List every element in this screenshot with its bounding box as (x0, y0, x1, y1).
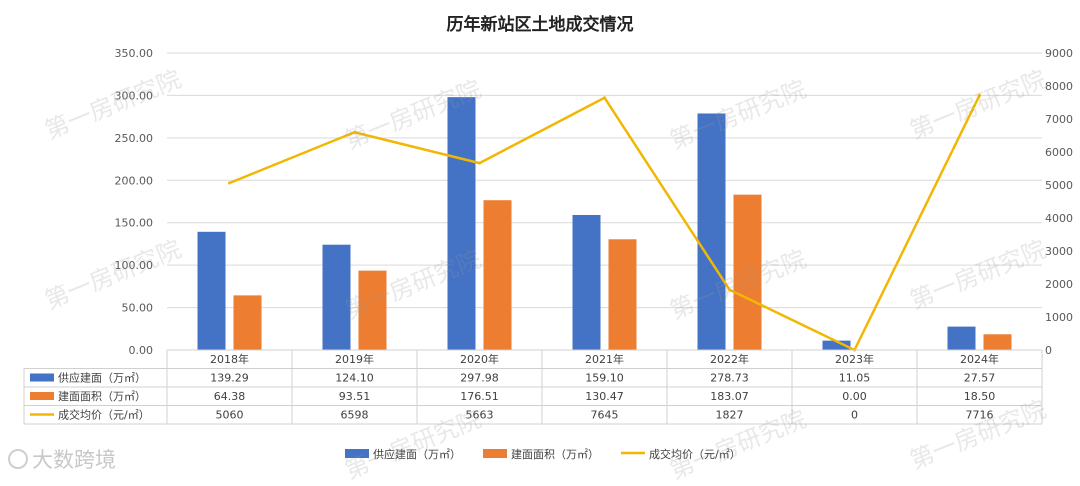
line-point (603, 96, 606, 100)
legend-key (483, 449, 507, 458)
line-point (728, 288, 731, 292)
bar-supply (447, 97, 476, 350)
bar-supply (322, 244, 351, 350)
y-right-tick-label: 6000 (1045, 146, 1073, 159)
y-right-tick-label: 3000 (1045, 245, 1073, 258)
x-category-label: 2021年 (585, 352, 624, 366)
table-value: 124.10 (335, 372, 374, 385)
brand-text: 大数跨境 (32, 448, 116, 472)
table-value: 278.73 (710, 372, 749, 385)
legend-label: 供应建面（万㎡） (373, 447, 461, 461)
y-left-tick-label: 200.00 (115, 174, 154, 187)
table-value: 0 (851, 409, 858, 422)
y-left-tick-label: 100.00 (115, 259, 154, 272)
bar-area (983, 334, 1012, 350)
x-category-label: 2019年 (335, 352, 374, 366)
bar-supply (197, 231, 226, 350)
bar-supply (822, 340, 851, 350)
y-right-tick-label: 0 (1045, 344, 1052, 357)
table-legend-key (30, 373, 54, 382)
bar-supply (947, 326, 976, 350)
y-left-tick-label: 0.00 (129, 344, 154, 357)
x-category-label: 2024年 (960, 352, 999, 366)
table-series-name: 成交均价（元/㎡） (58, 408, 150, 422)
table-value: 297.98 (460, 372, 499, 385)
y-right-tick-label: 7000 (1045, 113, 1073, 126)
chart: 历年新站区土地成交情况 0.00 50.00 100.00 150.00 200.00 25… (23, 14, 1073, 461)
line-point (228, 181, 231, 185)
chart-title: 历年新站区土地成交情况 (447, 14, 634, 35)
y-left-tick-label: 300.00 (115, 89, 154, 102)
x-category-label: 2018年 (210, 352, 249, 366)
table-value: 5060 (216, 409, 244, 422)
y-left-tick-label: 250.00 (115, 132, 154, 145)
brand-logo: 大数跨境 (8, 444, 116, 474)
table-series-name: 供应建面（万㎡） (58, 371, 146, 385)
table-value: 93.51 (339, 390, 371, 403)
line-point (978, 93, 981, 97)
line-point (353, 130, 356, 134)
table-series-name: 建面面积（万㎡） (58, 389, 146, 403)
bar-area (483, 200, 512, 350)
bar-area (358, 270, 387, 350)
y-left-tick-label: 150.00 (115, 217, 154, 230)
table-value: 18.50 (964, 390, 996, 403)
y-left-tick-label: 350.00 (115, 47, 154, 60)
table-value: 130.47 (585, 390, 624, 403)
table-value: 176.51 (460, 390, 499, 403)
y-right-tick-label: 2000 (1045, 278, 1073, 291)
legend-key (345, 449, 369, 458)
line-point (478, 161, 481, 165)
legend-label: 成交均价（元/㎡） (649, 447, 741, 461)
table-value: 139.29 (210, 372, 249, 385)
y-right-tick-label: 4000 (1045, 212, 1073, 225)
table-value: 7645 (591, 409, 619, 422)
brand-ring-icon (8, 449, 28, 469)
table-value: 6598 (341, 409, 369, 422)
table-value: 7716 (966, 409, 994, 422)
x-category-label: 2020年 (460, 352, 499, 366)
bar-supply (697, 113, 726, 350)
bar-area (733, 194, 762, 350)
table-value: 159.10 (585, 372, 624, 385)
y-right-tick-label: 5000 (1045, 179, 1073, 192)
table-legend-key (30, 392, 54, 400)
x-category-label: 2022年 (710, 352, 749, 366)
table-value: 183.07 (710, 390, 749, 403)
table-value: 1827 (716, 409, 744, 422)
table-value: 5663 (466, 409, 494, 422)
y-right-tick-label: 1000 (1045, 311, 1073, 324)
bar-area (233, 295, 262, 350)
bar-area (608, 239, 637, 350)
bar-supply (572, 214, 601, 350)
legend-label: 建面面积（万㎡） (511, 447, 599, 461)
table-value: 11.05 (839, 372, 871, 385)
table-value: 27.57 (964, 372, 996, 385)
x-category-label: 2023年 (835, 352, 874, 366)
y-left-tick-label: 50.00 (122, 302, 154, 315)
y-right-tick-label: 9000 (1045, 47, 1073, 60)
y-right-tick-label: 8000 (1045, 80, 1073, 93)
table-value: 0.00 (842, 390, 867, 403)
table-value: 64.38 (214, 390, 246, 403)
